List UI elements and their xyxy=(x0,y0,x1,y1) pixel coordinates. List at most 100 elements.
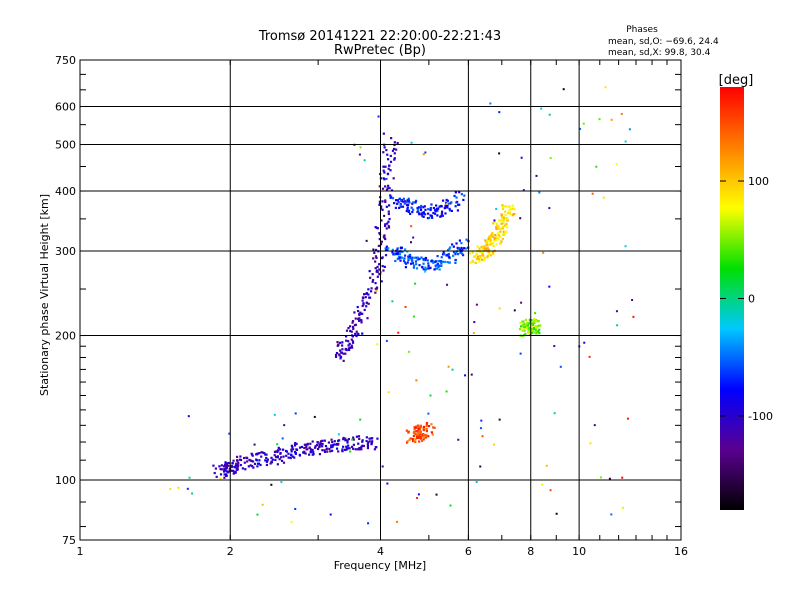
data-point xyxy=(282,455,285,458)
data-point xyxy=(481,435,484,438)
data-point xyxy=(388,164,391,167)
data-point xyxy=(279,448,282,451)
data-point xyxy=(497,238,500,241)
data-point xyxy=(417,210,420,213)
data-point xyxy=(414,282,417,285)
data-point xyxy=(334,355,338,358)
data-point xyxy=(305,445,308,448)
data-point xyxy=(279,451,282,455)
data-point xyxy=(303,446,306,450)
data-point xyxy=(549,156,552,159)
data-point xyxy=(236,463,239,466)
data-point xyxy=(426,259,429,262)
data-point xyxy=(508,209,511,212)
data-point xyxy=(336,340,339,344)
data-point xyxy=(491,242,495,245)
data-point xyxy=(219,477,222,480)
data-point xyxy=(598,118,601,121)
data-point xyxy=(399,259,402,262)
data-point xyxy=(493,219,496,222)
data-point xyxy=(392,253,395,256)
data-point xyxy=(454,250,457,254)
data-point xyxy=(280,459,284,462)
data-point xyxy=(430,260,433,263)
data-point xyxy=(439,260,442,263)
data-point xyxy=(445,198,448,202)
data-point xyxy=(222,470,226,473)
data-point xyxy=(486,247,489,250)
data-point xyxy=(376,343,379,346)
data-point xyxy=(224,461,227,464)
data-point xyxy=(438,268,441,271)
data-point xyxy=(375,226,378,229)
data-point xyxy=(407,210,410,213)
data-point xyxy=(499,227,502,230)
data-point xyxy=(367,441,370,444)
data-point xyxy=(485,241,488,244)
data-point xyxy=(323,449,326,452)
data-point xyxy=(404,200,407,203)
data-point xyxy=(427,208,430,211)
data-point xyxy=(391,251,394,254)
x-tick-label: 4 xyxy=(377,545,384,558)
data-point xyxy=(351,320,355,323)
data-point xyxy=(492,222,495,225)
data-point xyxy=(478,247,481,250)
data-point xyxy=(323,439,326,442)
data-point xyxy=(521,320,524,323)
data-point xyxy=(513,208,516,211)
data-point xyxy=(419,208,423,212)
data-point xyxy=(394,259,397,263)
data-point xyxy=(385,245,388,248)
data-point xyxy=(383,265,386,269)
data-point xyxy=(372,248,375,251)
data-point xyxy=(397,331,400,334)
data-point xyxy=(352,443,355,446)
data-point xyxy=(522,189,525,192)
data-point xyxy=(258,452,261,455)
data-point xyxy=(295,442,298,445)
data-point xyxy=(422,211,426,214)
data-point xyxy=(451,368,454,371)
data-point xyxy=(383,146,386,149)
data-point xyxy=(579,127,582,130)
data-point xyxy=(225,467,228,470)
data-point xyxy=(334,353,338,357)
data-point xyxy=(241,467,244,470)
data-point xyxy=(411,256,414,259)
data-point xyxy=(359,418,362,421)
data-point xyxy=(362,302,365,305)
data-point xyxy=(411,437,414,441)
data-point xyxy=(432,260,435,263)
data-point xyxy=(256,452,259,455)
data-point xyxy=(412,315,415,318)
data-point xyxy=(415,430,418,433)
data-point xyxy=(264,453,267,456)
data-point xyxy=(358,312,361,315)
data-point xyxy=(465,238,468,241)
data-point xyxy=(337,442,340,445)
data-point xyxy=(378,203,381,206)
data-point xyxy=(502,233,505,236)
data-point xyxy=(273,454,276,457)
data-point xyxy=(187,415,190,418)
data-point xyxy=(562,88,565,91)
data-point xyxy=(313,415,316,418)
data-point xyxy=(414,199,418,202)
data-point xyxy=(378,237,381,241)
data-point xyxy=(219,473,223,476)
data-point xyxy=(335,351,339,355)
data-point xyxy=(523,333,526,337)
data-point xyxy=(379,243,383,246)
data-point xyxy=(460,193,463,196)
data-point xyxy=(446,260,449,264)
data-point xyxy=(362,444,366,448)
data-point xyxy=(235,468,238,471)
data-point xyxy=(376,270,379,274)
data-point xyxy=(386,482,389,485)
data-point xyxy=(376,265,379,269)
data-point xyxy=(474,261,477,264)
data-point xyxy=(496,231,500,234)
data-point xyxy=(411,261,414,264)
data-point xyxy=(289,456,292,460)
